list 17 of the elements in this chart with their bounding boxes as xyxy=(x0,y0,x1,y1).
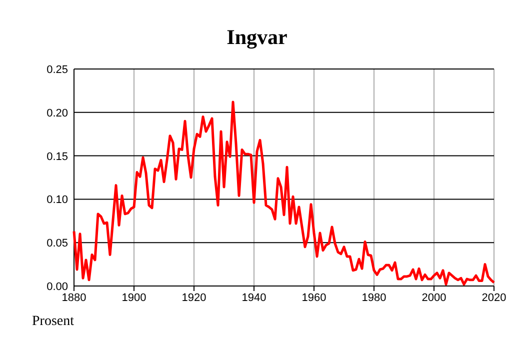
line-series xyxy=(72,100,496,286)
y-tick-label: 0.20 xyxy=(46,107,68,120)
x-tick-label: 1880 xyxy=(62,292,86,304)
x-tick-label: 2000 xyxy=(422,292,446,304)
x-tick-label: 1940 xyxy=(242,292,266,304)
y-tick-label: 0.15 xyxy=(46,150,68,163)
x-tick-label: 2020 xyxy=(482,292,506,304)
y-tick-label: 0.10 xyxy=(46,194,68,206)
x-tick-label: 1900 xyxy=(122,292,146,304)
y-tick-label: 0.00 xyxy=(46,281,68,293)
chart-title: Ingvar xyxy=(226,25,288,49)
y-axis-title: Prosent xyxy=(32,314,74,329)
x-tick-label: 1920 xyxy=(182,292,206,304)
y-tick-label: 0.25 xyxy=(46,64,68,76)
y-tick-label: 0.05 xyxy=(46,238,68,250)
x-tick-label: 1980 xyxy=(362,292,386,304)
x-tick-label: 1960 xyxy=(302,292,326,304)
